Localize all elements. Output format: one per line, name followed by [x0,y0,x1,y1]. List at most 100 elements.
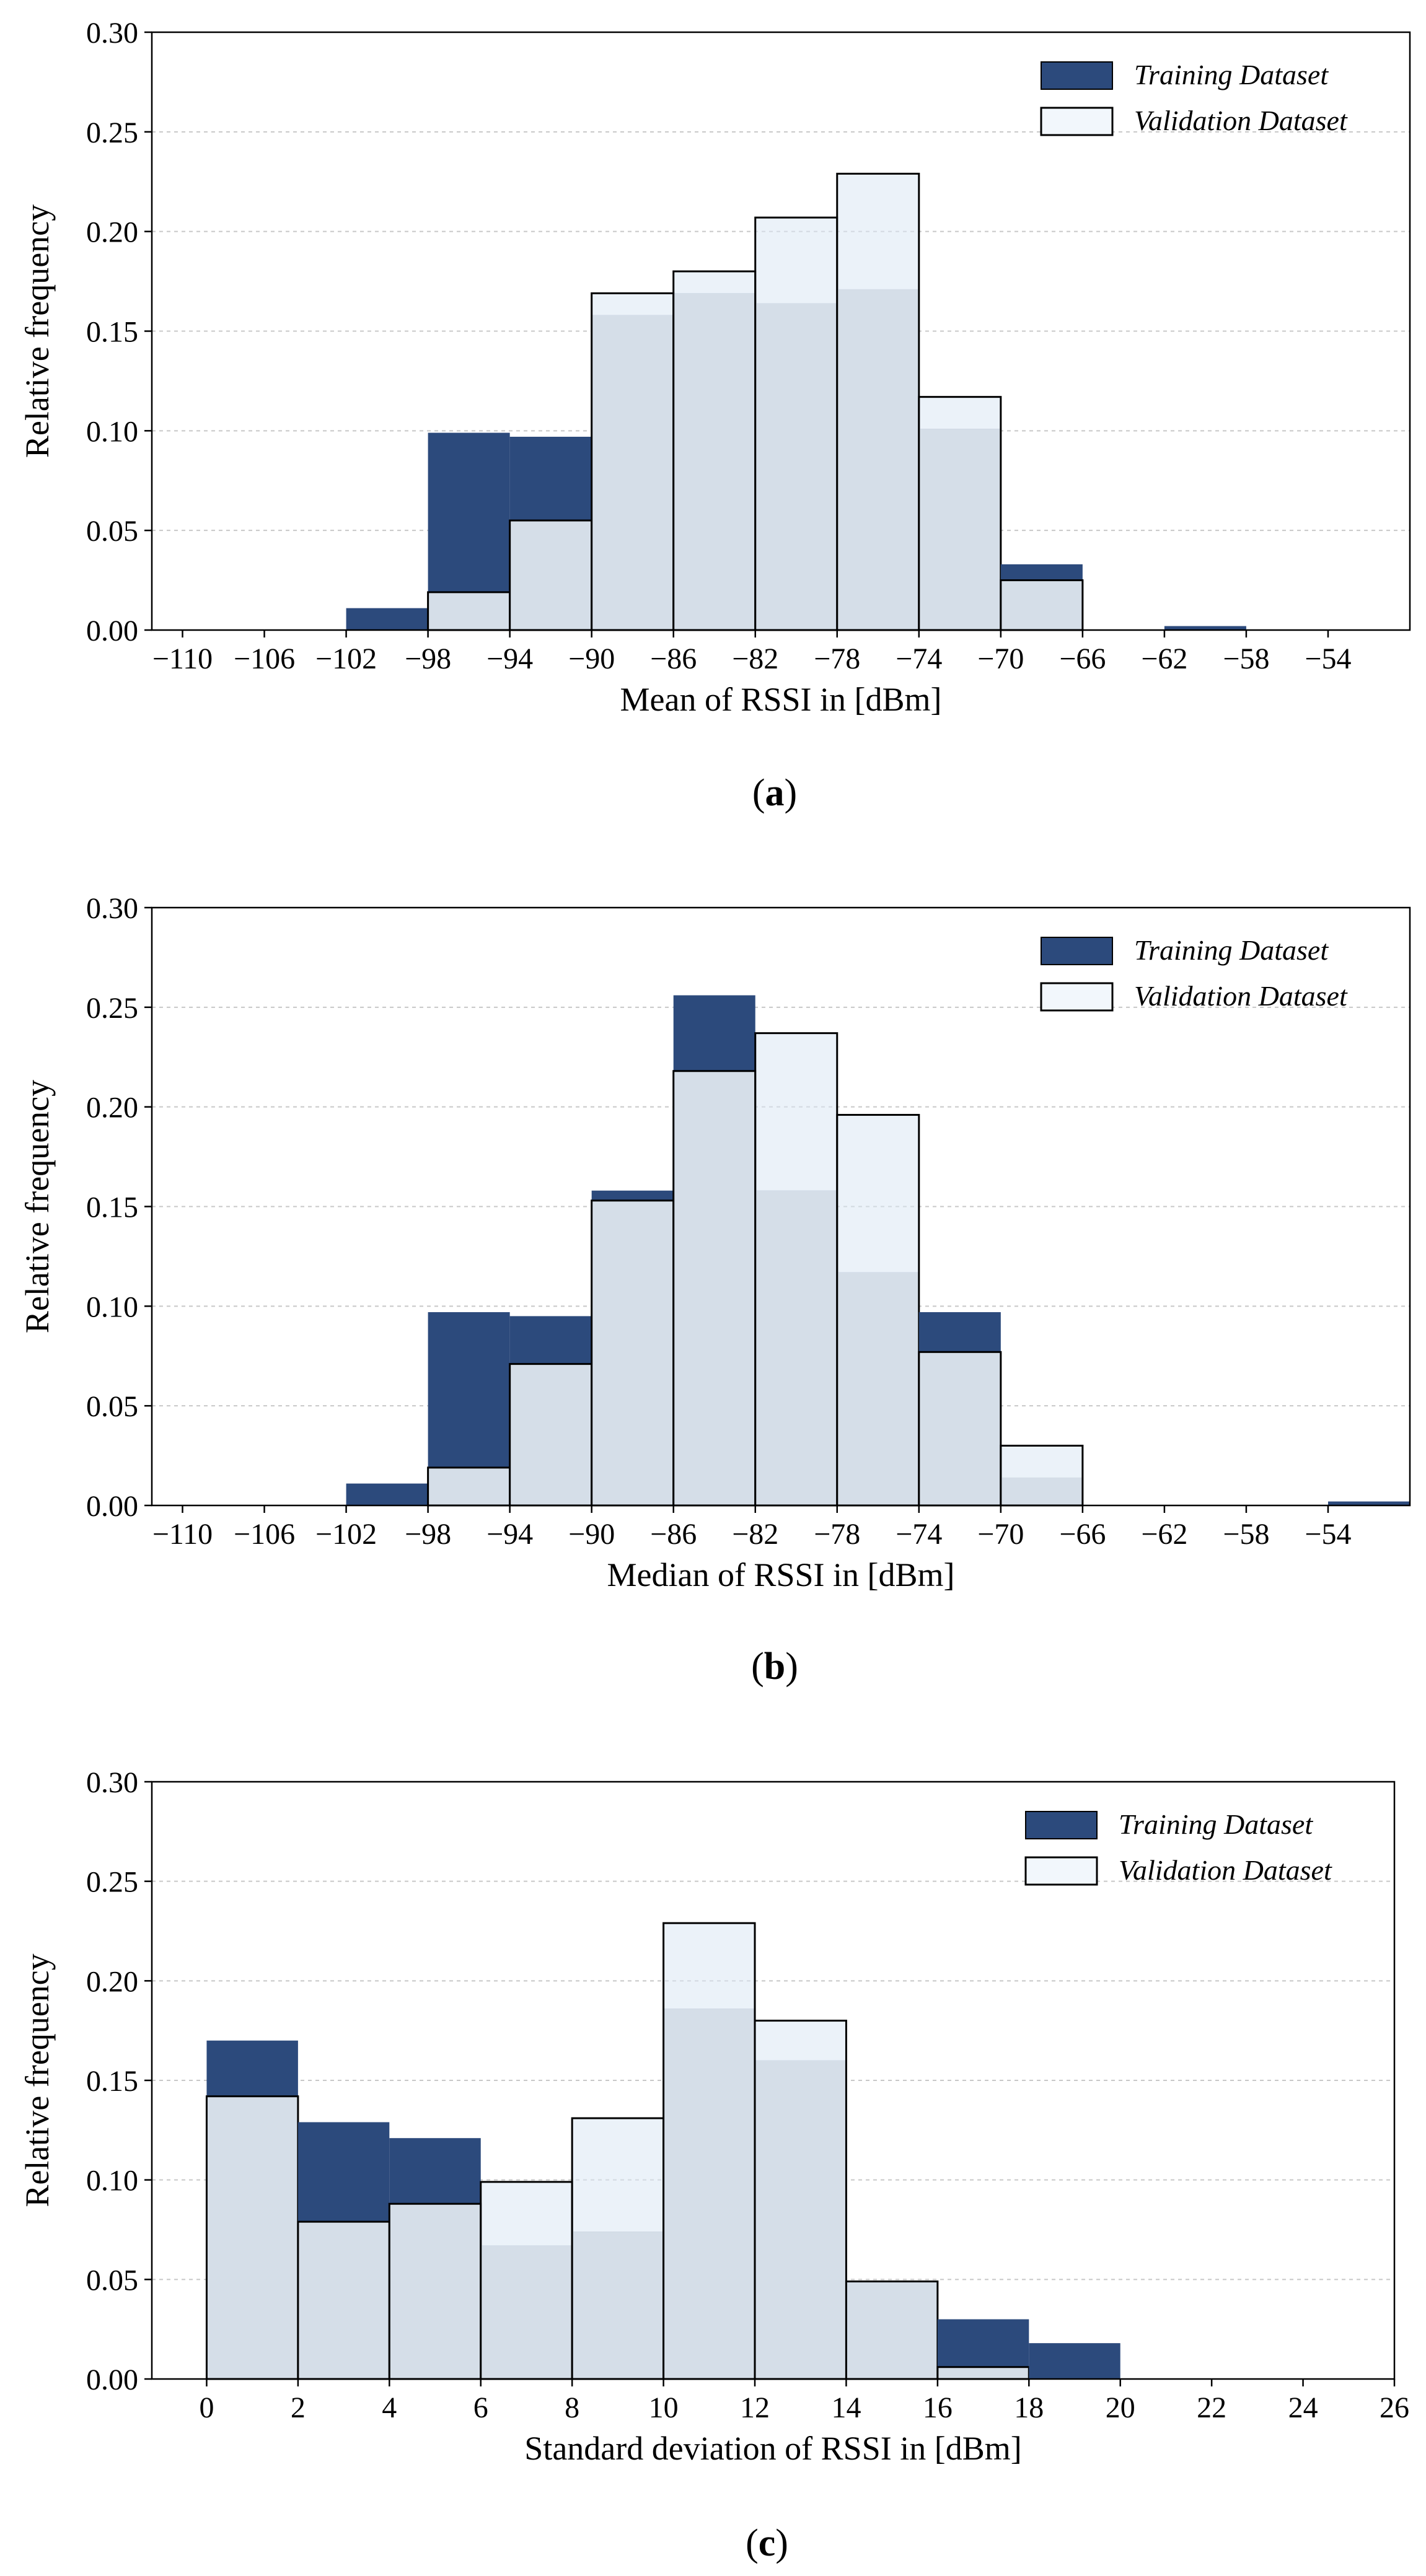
y-tick-label: 0.05 [86,1390,138,1423]
y-tick-label: 0.25 [86,116,138,149]
training-bar [1327,1501,1410,1505]
x-tick-label: −62 [1141,1518,1187,1551]
x-tick-label: −78 [814,642,860,675]
x-tick-label: −110 [152,642,213,675]
overlap-bar [673,1071,755,1505]
legend-swatch-validation [1040,982,1114,1012]
y-axis-title: Relative frequency [19,1953,56,2207]
overlap-bar [297,2222,390,2379]
x-tick-label: 2 [291,2391,306,2424]
legend-label-training: Training Dataset [1134,59,1329,90]
overlap-bar [428,1467,510,1505]
y-tick-label: 0.25 [86,1866,138,1899]
x-tick-label: 26 [1380,2391,1409,2424]
overlap-bar [428,592,510,630]
overlap-bar [846,2281,938,2379]
y-tick-label: 0.20 [86,1092,138,1124]
y-tick-label: 0.15 [86,2065,138,2098]
x-tick-label: −66 [1059,1518,1106,1551]
chart-panel-c: 0.000.050.100.150.200.250.300 2 4 6 8 10 12 14 1… [19,1766,1409,2564]
legend-swatch-validation [1024,1856,1098,1886]
x-tick-label: −74 [896,642,942,675]
overlap-bar [663,2009,755,2379]
x-tick-label: 16 [923,2391,953,2424]
x-tick-label: −82 [732,1518,778,1551]
y-axis-title: Relative frequency [19,1080,56,1333]
y-tick-label: 0.20 [86,216,138,249]
x-tick-label: 10 [649,2391,679,2424]
overlap-bar [591,315,674,630]
x-tick-label: −106 [234,642,295,675]
training-bar [1164,626,1246,630]
legend-label-training: Training Dataset [1134,934,1329,966]
x-tick-label: −86 [650,642,697,675]
x-tick-label: −90 [568,642,615,675]
x-tick-label: −58 [1223,1518,1269,1551]
x-tick-label: 18 [1014,2391,1044,2424]
x-tick-label: −54 [1305,1518,1351,1551]
overlap-bar [480,2245,573,2379]
x-tick-label: 24 [1288,2391,1318,2424]
legend-label-validation: Validation Dataset [1134,105,1348,136]
y-axis-title: Relative frequency [19,204,56,458]
y-tick-label: 0.10 [86,2165,138,2197]
y-tick-label: 0.00 [86,1490,138,1523]
overlap-bar [937,2367,1029,2379]
x-tick-label: −94 [486,642,533,675]
y-tick-label: 0.05 [86,2264,138,2297]
panels: 0.00 0.05 0.10 0.15 0.20 0.25 0.30 −110 −106 −102… [19,17,1411,2564]
y-tick-label: 0.10 [86,1290,138,1323]
overlap-bar [389,2204,481,2379]
y-tick-label: 0.30 [86,892,138,925]
y-tick-label: 0.15 [86,316,138,349]
x-tick-label: −74 [896,1518,942,1551]
y-tick-label: 0.30 [86,17,138,50]
x-axis-title: Mean of RSSI in [dBm] [620,681,942,718]
legend-label-validation: Validation Dataset [1134,980,1348,1012]
overlap-bar [755,1190,837,1505]
x-tick-label: 12 [740,2391,770,2424]
y-tick-label: 0.10 [86,415,138,448]
legend-label-validation: Validation Dataset [1119,1854,1332,1886]
overlap-bar [1000,580,1083,630]
x-tick-label: −78 [814,1518,860,1551]
x-tick-label: −90 [568,1518,615,1551]
x-tick-label: 20 [1106,2391,1135,2424]
overlap-bar [918,1352,1001,1505]
overlap-bar [591,1200,674,1505]
x-tick-label: −70 [977,1518,1024,1551]
x-tick-label: −110 [152,1518,213,1551]
overlap-bar [755,2060,847,2379]
overlap-bar [509,520,592,630]
x-tick-label: −102 [315,642,377,675]
x-tick-label: 4 [382,2391,397,2424]
legend-swatch-training [1041,937,1113,965]
x-tick-label: −106 [234,1518,295,1551]
x-axis-title: Median of RSSI in [dBm] [607,1556,955,1593]
x-tick-label: −94 [486,1518,533,1551]
caption-b: (b) [751,1645,798,1688]
x-axis-title: Standard deviation of RSSI in [dBm] [524,2430,1021,2467]
x-tick-label: −62 [1141,642,1187,675]
overlap-bar [1000,1477,1083,1505]
x-tick-label: −102 [315,1518,377,1551]
x-tick-label: 14 [831,2391,861,2424]
legend-swatch-training [1025,1811,1098,1839]
chart-panel-b: 0.00 0.05 0.10 0.15 0.20 0.25 0.30 −110 −106 −102… [19,892,1411,1688]
legend: Training Dataset Validation Dataset [1024,1808,1332,1886]
y-tick-label: 0.00 [86,615,138,647]
legend: Training Dataset Validation Dataset [1040,59,1348,136]
caption-c: (c) [746,2522,788,2564]
legend-swatch-validation [1040,107,1114,136]
overlap-bar [509,1364,592,1505]
overlap-bar [837,1272,919,1505]
x-tick-label: 6 [473,2391,488,2424]
overlap-bar [572,2232,664,2379]
y-tick-label: 0.25 [86,992,138,1025]
x-tick-label: −98 [405,642,451,675]
chart-panel-a: 0.00 0.05 0.10 0.15 0.20 0.25 0.30 −110 −106 −102… [19,17,1411,814]
training-bar [1029,2343,1120,2379]
legend-swatch-training [1041,61,1113,90]
overlap-bar [918,429,1001,630]
x-tick-label: 8 [565,2391,579,2424]
